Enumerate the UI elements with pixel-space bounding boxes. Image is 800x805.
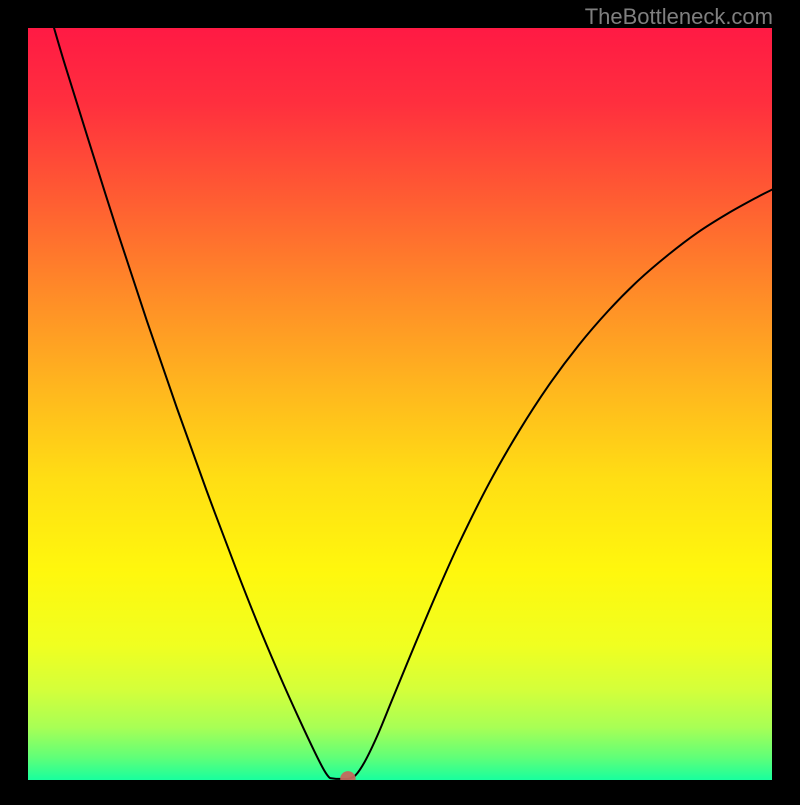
watermark-label: TheBottleneck.com <box>0 4 773 30</box>
plot-background <box>28 28 772 780</box>
chart-container: TheBottleneck.com <box>0 0 800 800</box>
chart-svg <box>0 0 800 800</box>
